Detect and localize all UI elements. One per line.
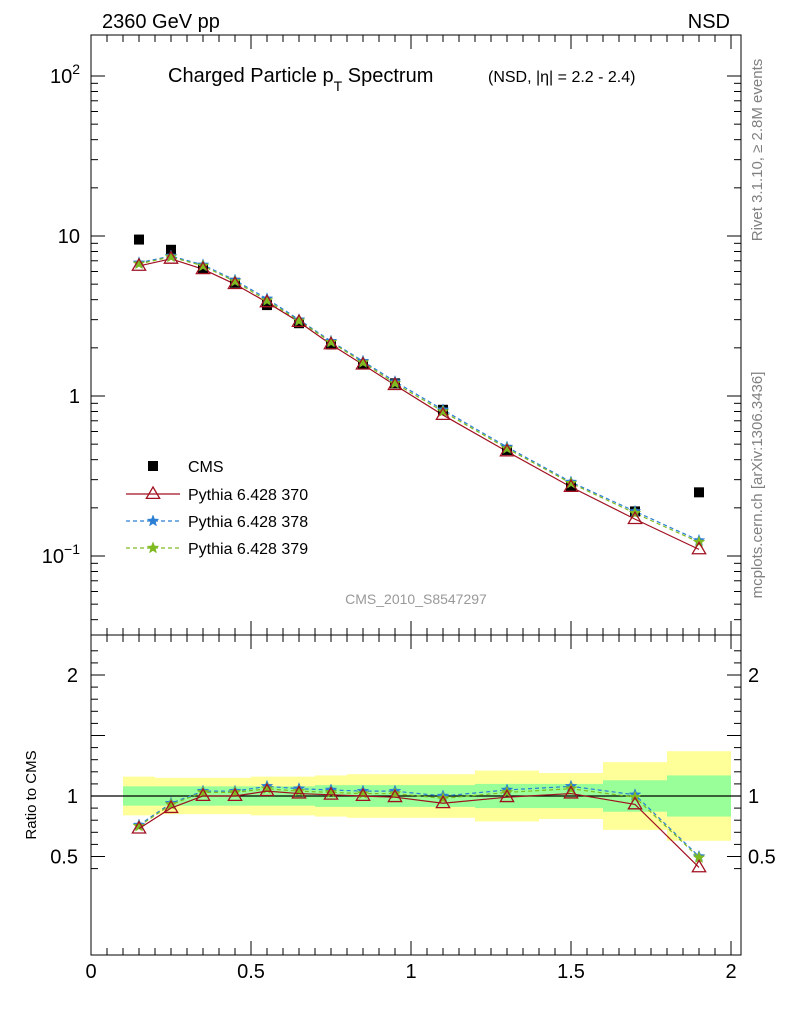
ratio-frame: [90, 634, 742, 956]
ratio-point-series-1: [259, 782, 275, 797]
series-point-3: [260, 293, 274, 306]
series-point-1: [227, 275, 243, 290]
series-line-3: [138, 256, 700, 543]
x-tick-label: 1: [405, 961, 416, 983]
ratio-point-series-3: [500, 785, 514, 798]
series-point-1: [291, 313, 307, 328]
y-tick-label: 10−1: [42, 541, 80, 568]
series-point-1: [163, 250, 179, 264]
ratio-point-series-3: [132, 819, 146, 832]
ratio-point-series-1: [195, 787, 211, 801]
series-point-1: [627, 510, 643, 525]
analysis-watermark: CMS_2010_S8547297: [345, 591, 487, 607]
legend-marker-2: [146, 514, 160, 527]
cms-data-point: [566, 481, 576, 492]
chart-title: Charged Particle pT Spectrum: [168, 65, 433, 94]
series-point-1: [355, 356, 371, 370]
series-point-1: [323, 336, 339, 350]
series-point-1: [691, 541, 707, 555]
chart-title-subscript: T: [334, 78, 343, 94]
ratio-point-series-1: [627, 796, 643, 810]
series-point-1: [387, 376, 403, 391]
ratio-y-tick-label-right: 1: [748, 786, 759, 808]
ratio-y-tick-label-left: 1: [67, 786, 78, 808]
series-point-1: [563, 478, 579, 492]
ratio-point-series-1: [499, 788, 515, 803]
ratio-y-tick-label-left: 0.5: [50, 847, 78, 869]
chart-title-main: Charged Particle p: [168, 65, 334, 87]
legend-label-1: Pythia 6.428 370: [188, 487, 308, 504]
ratio-line-1: [138, 790, 700, 868]
ratio-line-2: [138, 785, 700, 857]
ratio-point-series-1: [387, 788, 403, 803]
legend-cms-marker: [148, 461, 158, 471]
cms-data-point: [262, 300, 272, 311]
ratio-panel: 0 0.5 1 1.5 2 0.5 0.5 1 1 2 2: [50, 634, 776, 983]
ratio-point-series-3: [564, 782, 578, 795]
series-point-1: [195, 260, 211, 275]
rivet-side-label: Rivet 3.1.10, ≥ 2.8M events: [749, 59, 766, 242]
ratio-point-series-1: [291, 785, 307, 799]
y-tick-label: 1: [69, 386, 80, 408]
ratio-point-series-1: [163, 799, 179, 814]
ratio-point-series-3: [196, 785, 210, 798]
ratio-y-tick-label-left: 2: [67, 665, 78, 687]
ratio-point-series-1: [227, 787, 243, 801]
ratio-point-series-3: [228, 785, 242, 798]
legend-cms-label: CMS: [188, 459, 224, 476]
series-point-3: [356, 355, 370, 368]
x-tick-label: 0: [85, 961, 96, 983]
ratio-y-tick-label-right: 2: [748, 665, 759, 687]
ratio-point-series-1: [563, 785, 579, 799]
series-point-3: [324, 335, 338, 348]
ratio-point-series-1: [131, 820, 147, 834]
chart-title-small: (NSD, |η| = 2.2 - 2.4): [488, 69, 635, 86]
series-line-1: [138, 258, 700, 550]
ratio-point-series-1: [691, 859, 707, 873]
header-right-label: NSD: [688, 11, 730, 33]
series-point-3: [196, 259, 210, 272]
series-point-1: [259, 294, 275, 308]
ratio-point-series-3: [164, 797, 178, 810]
series-point-1: [499, 443, 515, 457]
series-point-3: [132, 257, 146, 270]
x-tick-label: 2: [725, 961, 736, 983]
series-point-1: [131, 257, 147, 271]
series-point-3: [388, 376, 402, 389]
series-point-3: [436, 404, 450, 417]
y-tick-label: 10: [58, 226, 80, 248]
x-tick-label: 0.5: [237, 961, 265, 983]
mcplots-side-label: mcplots.cern.ch [arXiv:1306.3436]: [749, 372, 766, 599]
ratio-point-series-1: [435, 794, 451, 809]
legend-label-3: Pythia 6.428 379: [188, 541, 308, 558]
ratio-line-3: [138, 788, 700, 859]
series-point-1: [435, 406, 451, 421]
cms-data-point: [694, 487, 704, 498]
header-left-label: 2360 GeV pp: [102, 11, 220, 33]
ratio-y-tick-label-right: 0.5: [748, 847, 776, 869]
series-point-3: [228, 274, 242, 287]
cms-data-point: [134, 234, 144, 245]
ratio-axis-label: Ratio to CMS: [23, 750, 40, 839]
y-tick-label: 102: [50, 61, 80, 88]
legend-label-2: Pythia 6.428 378: [188, 514, 308, 531]
series-line-2: [138, 255, 700, 542]
legend-marker-3: [146, 541, 160, 554]
chart-title-rest: Spectrum: [342, 65, 433, 87]
ratio-point-series-1: [355, 787, 371, 801]
ratio-point-series-1: [323, 786, 339, 800]
x-tick-label: 1.5: [557, 961, 585, 983]
series-point-3: [500, 441, 514, 454]
series-point-3: [292, 314, 306, 327]
series-point-3: [564, 476, 578, 489]
ratio-point-series-3: [388, 786, 402, 800]
series-point-3: [164, 250, 178, 263]
main-panel: CMS Pythia 6.428 370 Pythia 6.428 378 Pythi…: [42, 34, 742, 636]
legend-marker-1: [145, 485, 161, 499]
ratio-point-series-3: [436, 791, 450, 804]
